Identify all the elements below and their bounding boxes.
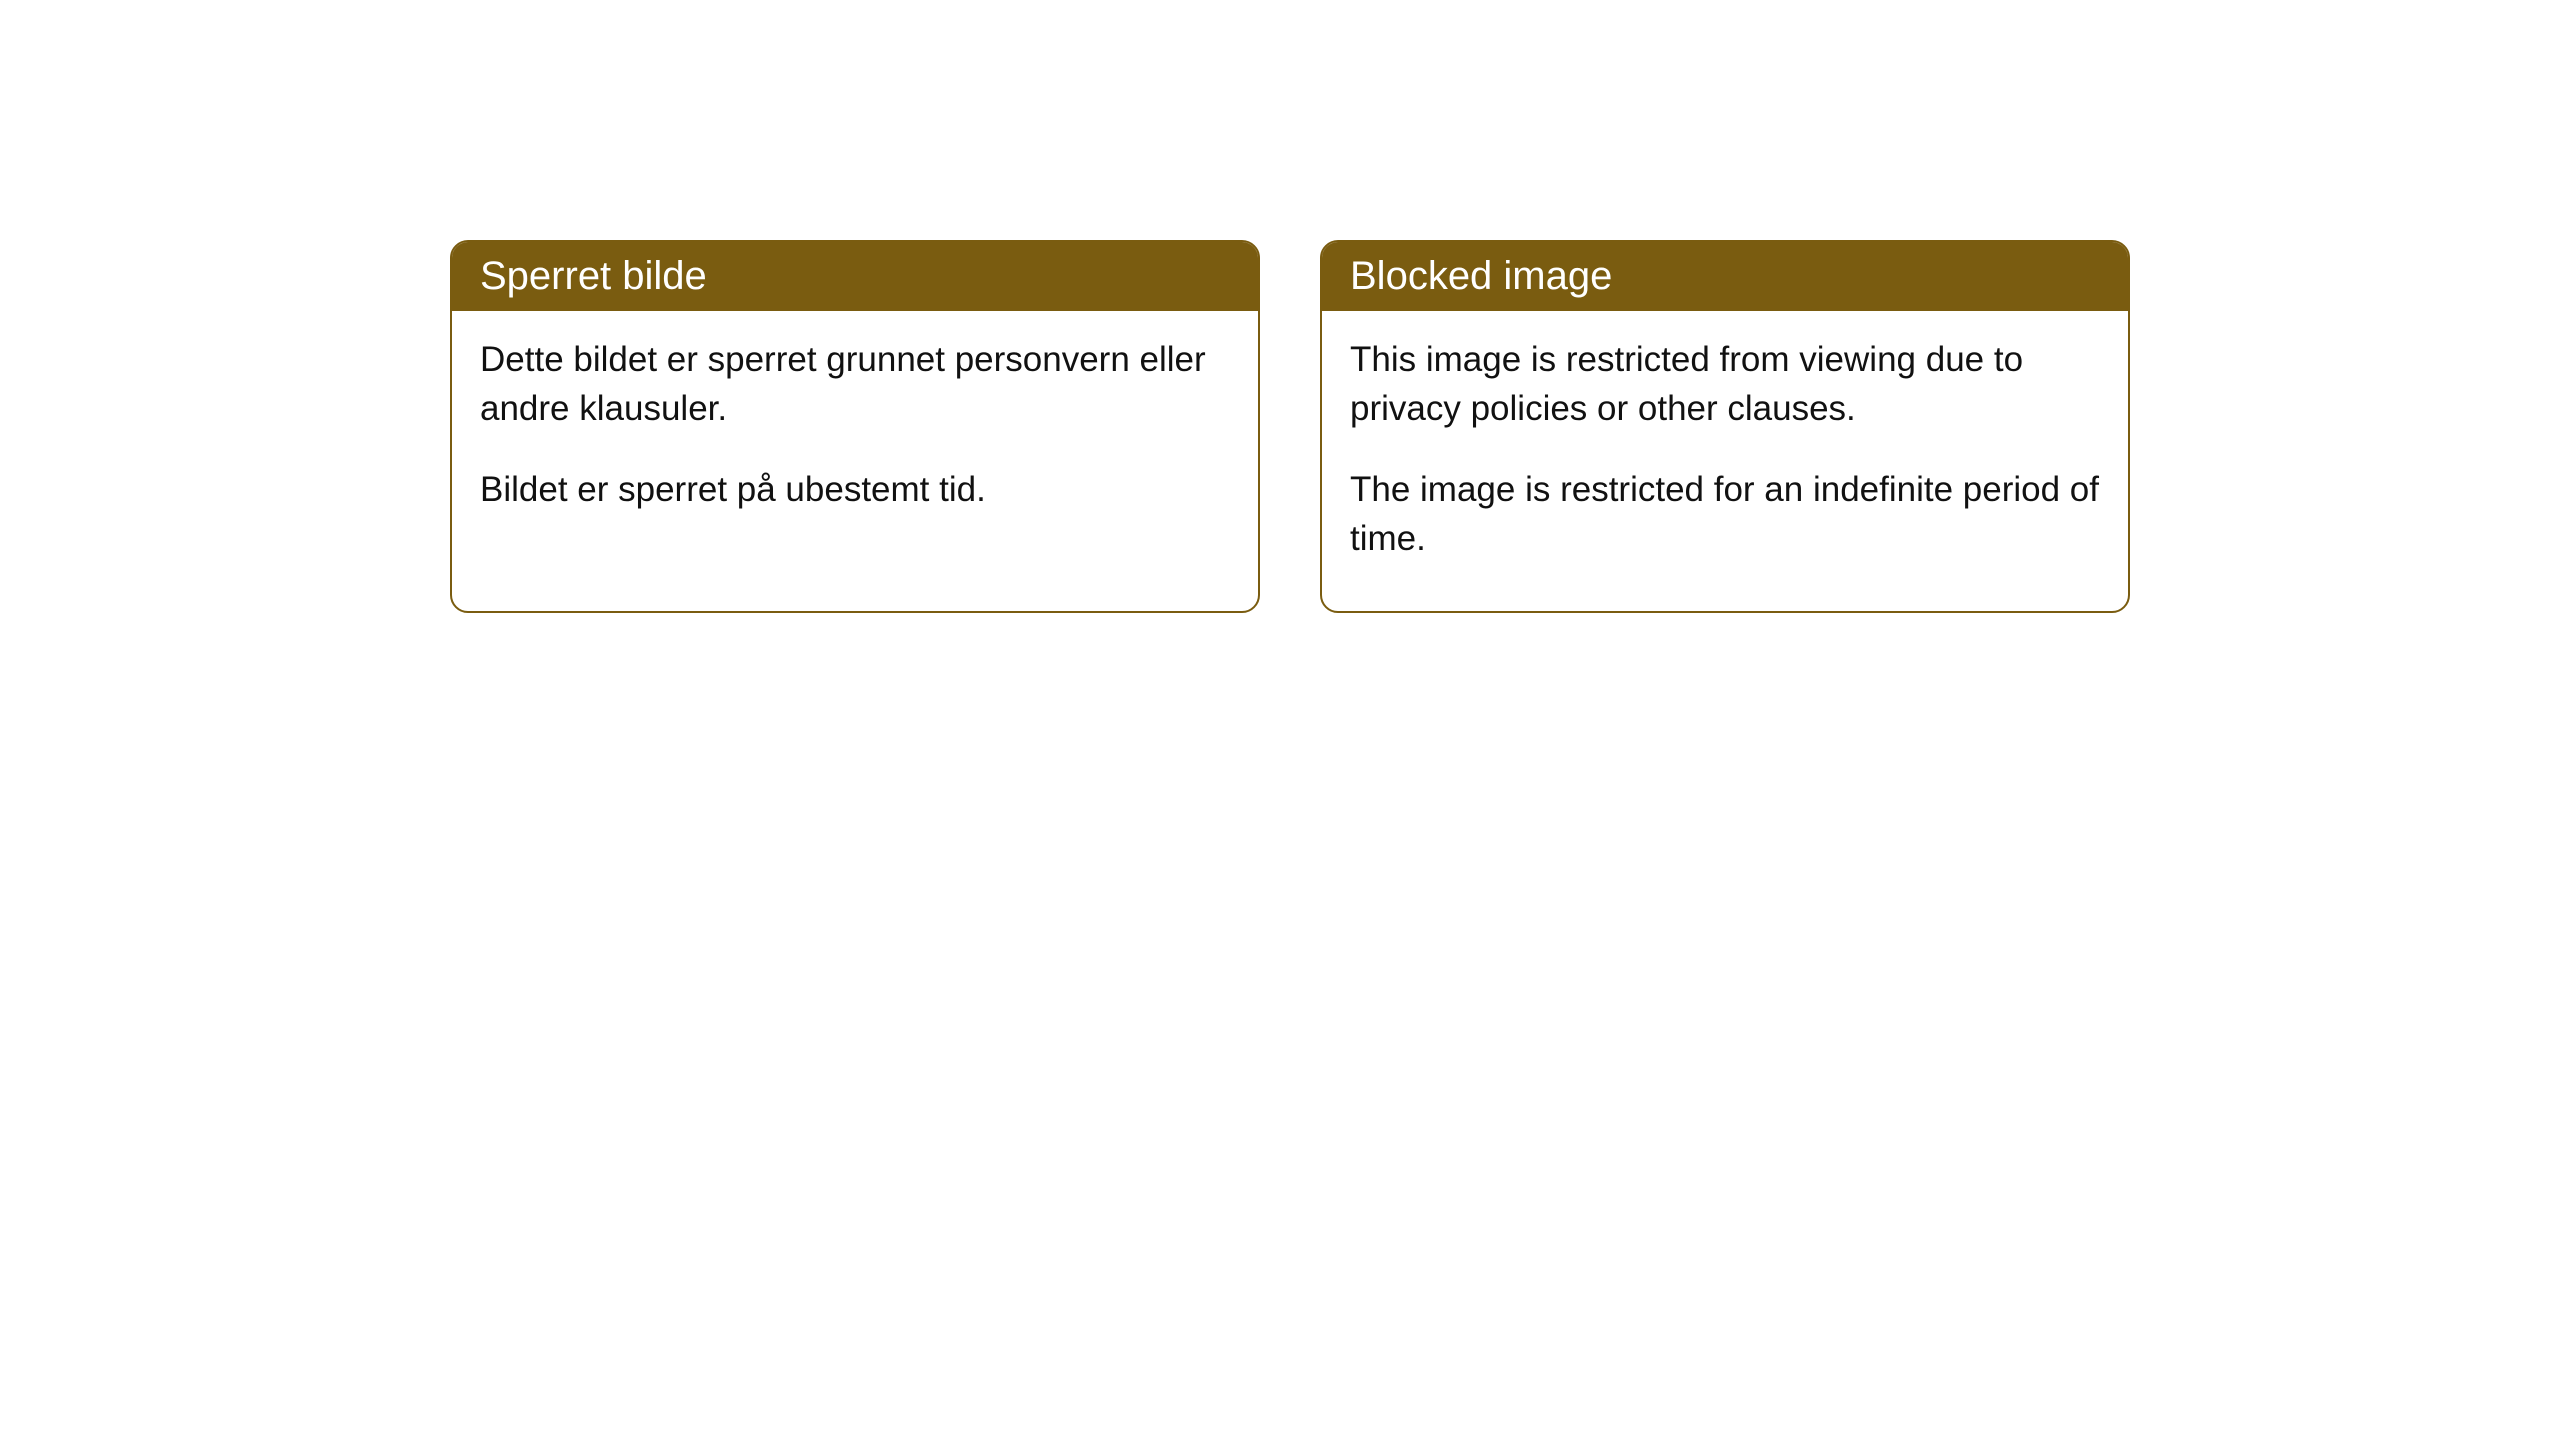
card-english: Blocked image This image is restricted f…: [1320, 240, 2130, 613]
card-header-english: Blocked image: [1322, 242, 2128, 311]
card-paragraph-1-norwegian: Dette bildet er sperret grunnet personve…: [480, 335, 1230, 433]
card-header-norwegian: Sperret bilde: [452, 242, 1258, 311]
card-title-norwegian: Sperret bilde: [480, 254, 707, 298]
card-title-english: Blocked image: [1350, 254, 1612, 298]
card-paragraph-2-english: The image is restricted for an indefinit…: [1350, 465, 2100, 563]
card-body-english: This image is restricted from viewing du…: [1322, 311, 2128, 611]
card-norwegian: Sperret bilde Dette bildet er sperret gr…: [450, 240, 1260, 613]
card-paragraph-1-english: This image is restricted from viewing du…: [1350, 335, 2100, 433]
cards-container: Sperret bilde Dette bildet er sperret gr…: [450, 240, 2130, 613]
card-paragraph-2-norwegian: Bildet er sperret på ubestemt tid.: [480, 465, 1230, 514]
card-body-norwegian: Dette bildet er sperret grunnet personve…: [452, 311, 1258, 562]
